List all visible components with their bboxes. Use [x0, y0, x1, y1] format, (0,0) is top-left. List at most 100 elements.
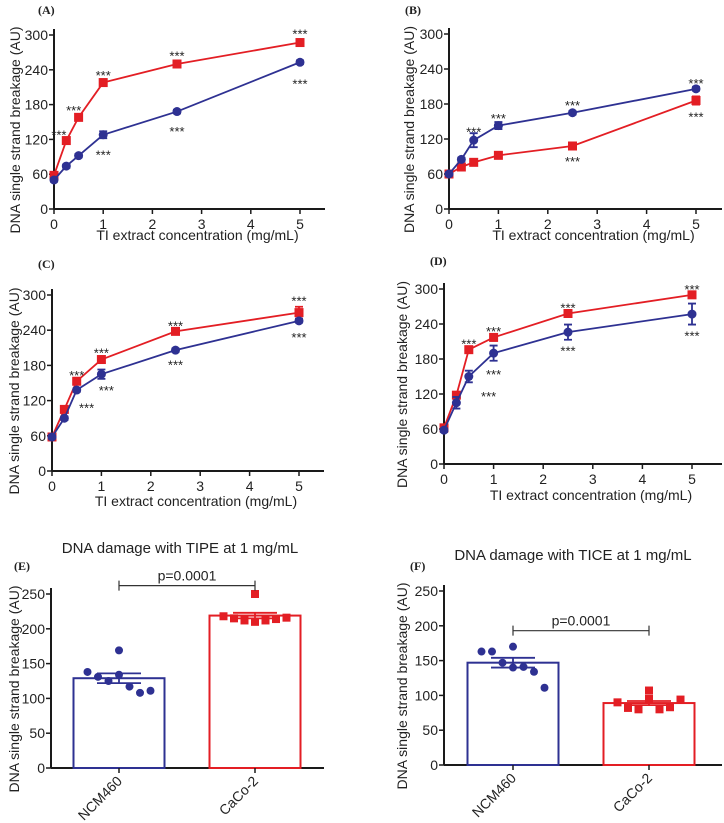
- significance-stars: ***: [291, 294, 306, 309]
- series-line-red: [51, 311, 300, 438]
- y-tick-label: 60: [427, 166, 443, 182]
- data-point-circle: [444, 169, 454, 179]
- y-tick-label: 0: [435, 201, 443, 217]
- data-point-square: [72, 376, 82, 386]
- y-tick-label: 120: [420, 131, 444, 147]
- significance-bracket: [512, 625, 650, 636]
- p-value-label: p=0.0001: [552, 613, 611, 629]
- significance-stars: ***: [292, 27, 307, 42]
- y-tick-label: 180: [25, 97, 49, 113]
- y-tick-label: 120: [23, 393, 47, 409]
- series-line-blue: [53, 61, 301, 181]
- data-point-square: [61, 136, 71, 146]
- data-point-circle: [172, 107, 182, 117]
- y-tick-label: 60: [32, 166, 48, 182]
- series-line-blue: [51, 319, 300, 438]
- data-point-circle: [171, 345, 180, 355]
- y-tick-label: 300: [25, 27, 49, 43]
- y-tick-label: 200: [22, 621, 46, 637]
- y-tick-label: 100: [415, 687, 439, 703]
- error-bar: [233, 611, 277, 620]
- significance-stars: ***: [292, 77, 307, 92]
- x-tick-label: 0: [440, 471, 448, 487]
- data-point-circle: [74, 151, 84, 161]
- significance-stars: ***: [560, 301, 575, 316]
- data-point-circle: [563, 327, 573, 337]
- data-point-circle: [456, 154, 466, 164]
- y-tick-label: 120: [25, 131, 49, 147]
- error-bar: [627, 700, 671, 707]
- data-point-circle: [94, 672, 102, 681]
- data-point-circle: [509, 642, 517, 651]
- y-tick-label: 150: [22, 656, 46, 672]
- significance-stars: ***: [168, 358, 183, 373]
- y-tick-label: 100: [22, 690, 46, 706]
- y-axis-label: DNA single strand breakage (AU): [401, 26, 417, 233]
- significance-stars: ***: [66, 103, 81, 118]
- y-tick-label: 180: [420, 96, 444, 112]
- y-tick-label: 250: [22, 586, 46, 602]
- data-point-circle: [115, 646, 123, 655]
- y-tick-label: 300: [23, 287, 47, 303]
- data-point-circle: [691, 84, 701, 94]
- data-point-square: [251, 590, 259, 598]
- y-tick-label: 180: [415, 351, 439, 367]
- significance-stars: ***: [291, 330, 306, 345]
- y-tick-label: 50: [29, 725, 45, 741]
- data-point-circle: [59, 413, 69, 423]
- data-point-circle: [98, 130, 108, 140]
- x-axis-label: TI extract concentration (mg/mL): [96, 227, 298, 243]
- x-tick-label: 5: [692, 216, 700, 232]
- significance-stars: ***: [565, 154, 580, 169]
- data-point-square: [240, 616, 249, 625]
- significance-stars: ***: [486, 324, 501, 339]
- data-point-square: [645, 686, 653, 695]
- significance-stars: ***: [491, 111, 506, 126]
- panel-letter: (A): [38, 3, 55, 17]
- x-tick-label: 2: [539, 471, 547, 487]
- significance-stars: ***: [486, 367, 501, 382]
- x-tick-label: CaCo-2: [610, 770, 656, 816]
- y-tick-label: 300: [415, 281, 439, 297]
- data-point-square: [691, 96, 701, 105]
- data-point-square: [624, 703, 632, 712]
- x-tick-label: 3: [196, 478, 204, 494]
- y-tick-label: 240: [23, 322, 47, 338]
- data-point-circle: [477, 647, 486, 656]
- data-point-circle: [493, 121, 503, 131]
- data-point-circle: [295, 57, 305, 67]
- x-tick-label: 1: [495, 216, 503, 232]
- series-line-blue: [443, 313, 693, 431]
- x-tick-label: 3: [593, 216, 601, 232]
- data-point-square: [666, 703, 674, 712]
- bar-caco-2: [208, 614, 302, 769]
- y-tick-label: 60: [30, 428, 46, 444]
- significance-stars: ***: [169, 124, 184, 139]
- panel-letter: (D): [430, 254, 447, 268]
- data-point-square: [464, 345, 474, 355]
- data-point-square: [172, 59, 182, 69]
- y-tick-label: 240: [420, 61, 444, 77]
- x-axis-label: TI extract concentration (mg/mL): [492, 227, 694, 243]
- data-point-square: [49, 170, 59, 180]
- data-point-square: [96, 355, 106, 365]
- data-point-square: [98, 78, 108, 88]
- y-tick-label: 60: [422, 421, 438, 437]
- data-point-circle: [498, 658, 507, 667]
- data-point-circle: [125, 682, 134, 691]
- bar-caco-2: [602, 702, 696, 767]
- data-point-circle: [439, 425, 449, 435]
- data-point-square: [634, 705, 643, 714]
- bar-ncm460: [466, 661, 560, 766]
- y-tick-label: 0: [38, 463, 46, 479]
- data-point-circle: [47, 432, 57, 442]
- series-line-red: [53, 41, 301, 176]
- data-point-square: [489, 332, 499, 342]
- x-tick-label: 0: [48, 478, 56, 494]
- x-tick-label: 4: [643, 216, 651, 232]
- data-point-square: [568, 141, 577, 151]
- data-point-square: [251, 617, 259, 626]
